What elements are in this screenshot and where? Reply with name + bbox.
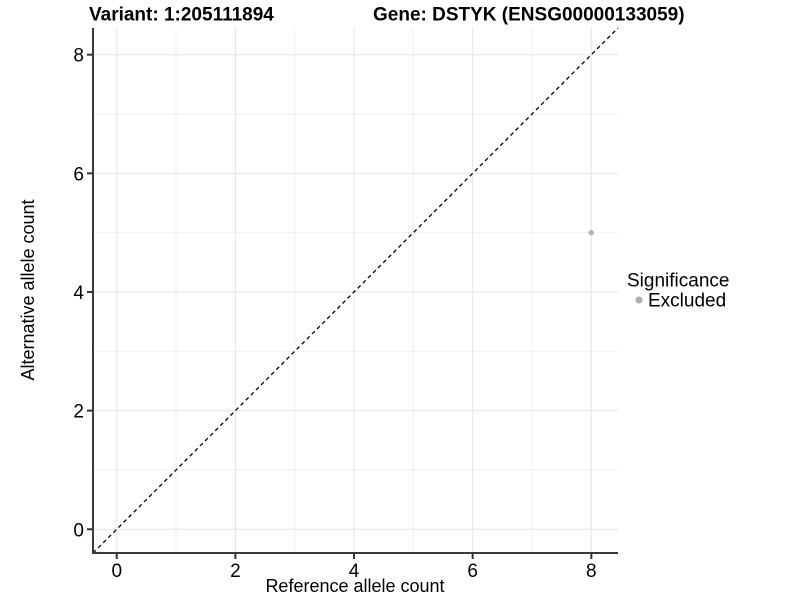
legend-title: Significance — [627, 271, 729, 292]
data-point — [588, 229, 595, 236]
legend-point-icon — [635, 296, 643, 304]
x-axis-title: Reference allele count — [265, 576, 444, 596]
legend: Significance Excluded — [627, 271, 729, 312]
variant-title: Variant: 1:205111894 — [89, 5, 274, 26]
x-tick-label: 4 — [349, 561, 360, 582]
x-tick-label: 8 — [586, 561, 597, 582]
legend-item-label: Excluded — [648, 291, 726, 312]
y-axis-title: Alternative allele count — [18, 199, 38, 380]
y-tick-label: 4 — [73, 283, 84, 304]
gene-title: Gene: DSTYK (ENSG00000133059) — [373, 5, 685, 26]
y-tick-label: 0 — [73, 520, 84, 541]
y-tick-label: 6 — [73, 164, 84, 185]
plot-panel: 0 2 4 6 8 0 2 4 6 8 — [73, 27, 619, 582]
x-tick-label: 0 — [111, 561, 122, 582]
y-tick-label: 8 — [73, 46, 84, 67]
identity-line — [92, 27, 619, 554]
x-tick-label: 6 — [467, 561, 478, 582]
x-tick-label: 2 — [230, 561, 241, 582]
y-tick-label: 2 — [73, 402, 84, 423]
